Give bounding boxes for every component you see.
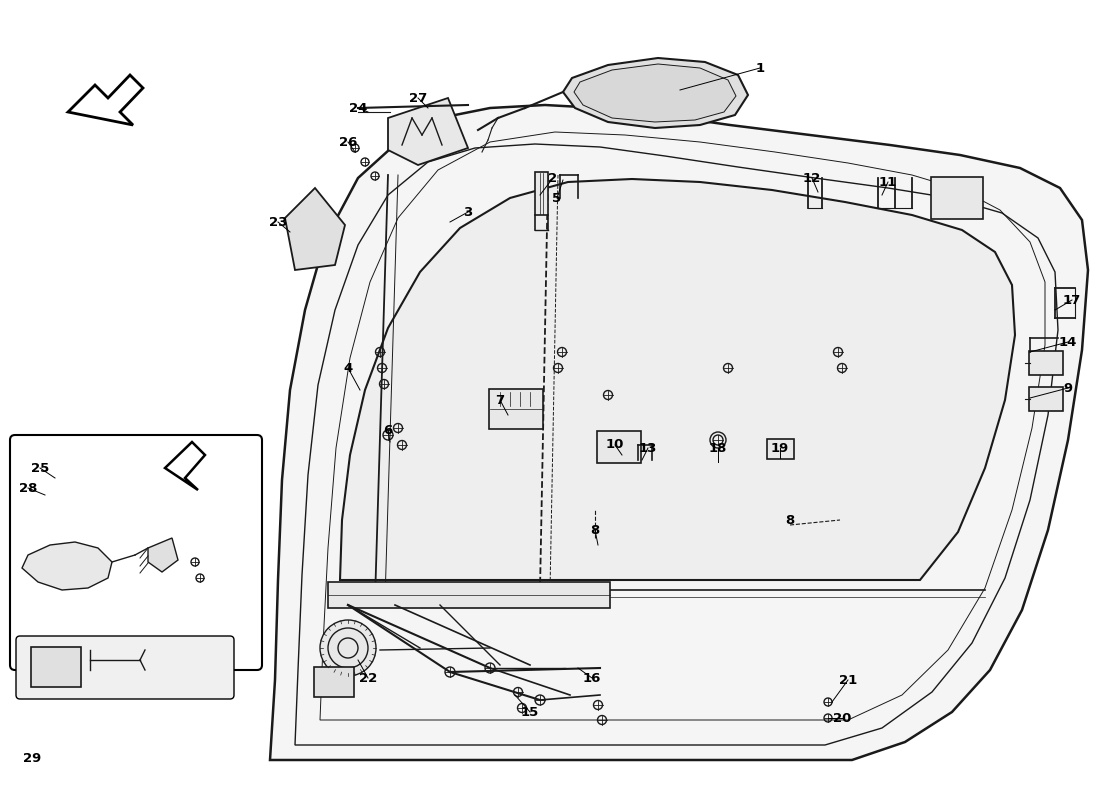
Text: 6: 6 <box>384 423 393 437</box>
Text: 8: 8 <box>591 523 600 537</box>
Text: 2: 2 <box>549 171 558 185</box>
Polygon shape <box>270 105 1088 760</box>
Text: 16: 16 <box>583 671 602 685</box>
Polygon shape <box>388 98 467 165</box>
Polygon shape <box>22 542 112 590</box>
Text: 12: 12 <box>803 171 821 185</box>
FancyBboxPatch shape <box>31 647 81 687</box>
Text: 19: 19 <box>771 442 789 454</box>
Text: 21: 21 <box>839 674 857 686</box>
Text: 3: 3 <box>463 206 473 218</box>
Polygon shape <box>165 442 205 490</box>
Text: 15: 15 <box>521 706 539 718</box>
Text: 9: 9 <box>1064 382 1072 394</box>
Text: 13: 13 <box>639 442 657 454</box>
Polygon shape <box>328 582 610 608</box>
Text: 25: 25 <box>31 462 50 474</box>
FancyBboxPatch shape <box>1028 387 1063 411</box>
Polygon shape <box>148 538 178 572</box>
Text: 22: 22 <box>359 671 377 685</box>
Text: 11: 11 <box>879 175 898 189</box>
Text: 5: 5 <box>552 191 562 205</box>
Polygon shape <box>563 58 748 128</box>
Circle shape <box>320 620 376 676</box>
Text: a passion: a passion <box>448 630 553 650</box>
Text: 1: 1 <box>756 62 764 74</box>
Polygon shape <box>535 172 548 215</box>
Text: 17: 17 <box>1063 294 1081 306</box>
FancyBboxPatch shape <box>1028 351 1063 375</box>
Text: 20: 20 <box>833 711 851 725</box>
Text: 29: 29 <box>23 751 41 765</box>
Text: 28: 28 <box>19 482 37 494</box>
FancyBboxPatch shape <box>16 636 234 699</box>
Text: 24: 24 <box>349 102 367 114</box>
Polygon shape <box>340 179 1015 580</box>
Text: for parts: for parts <box>452 650 548 670</box>
FancyBboxPatch shape <box>931 177 983 219</box>
Text: 18: 18 <box>708 442 727 454</box>
FancyBboxPatch shape <box>314 667 354 697</box>
Polygon shape <box>285 188 345 270</box>
Text: ARCES: ARCES <box>541 354 899 506</box>
FancyBboxPatch shape <box>597 431 641 463</box>
FancyBboxPatch shape <box>767 439 794 459</box>
Polygon shape <box>68 75 143 125</box>
Text: 10: 10 <box>606 438 624 451</box>
FancyBboxPatch shape <box>10 435 262 670</box>
Text: 8: 8 <box>785 514 794 526</box>
Text: 14: 14 <box>1059 335 1077 349</box>
FancyBboxPatch shape <box>490 389 543 429</box>
Text: 26: 26 <box>339 135 358 149</box>
Text: EUROF: EUROF <box>495 274 865 426</box>
Polygon shape <box>574 64 736 122</box>
Text: 4: 4 <box>343 362 353 374</box>
Text: 27: 27 <box>409 91 427 105</box>
Text: 7: 7 <box>495 394 505 406</box>
Text: 23: 23 <box>268 215 287 229</box>
